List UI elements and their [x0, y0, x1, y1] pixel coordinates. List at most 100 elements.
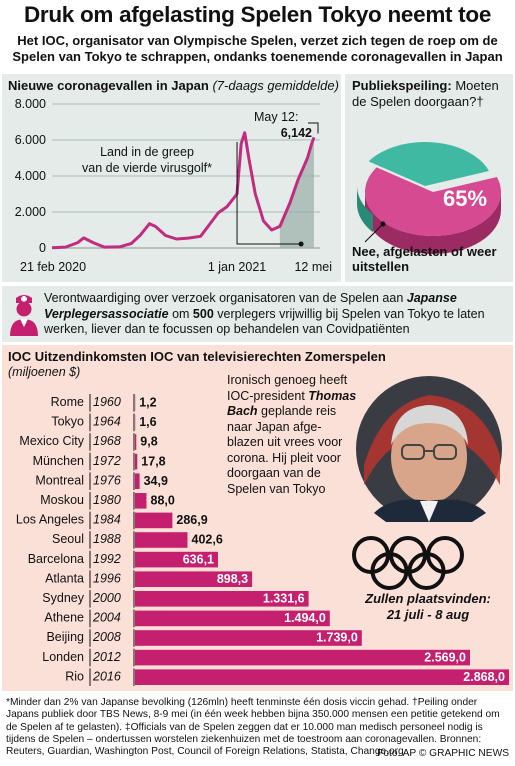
ioc-city-label: München: [33, 454, 84, 468]
photo-caption: Ironisch genoeg heeft IOC-president Thom…: [227, 373, 357, 497]
nurse-text-a: Verontwaardiging over verzoek organisato…: [44, 291, 407, 305]
ioc-year-label: 1980: [93, 493, 121, 507]
ioc-chart-unit: (miljoenen $): [8, 365, 81, 379]
covid-peak-date: May 12:: [254, 110, 298, 124]
ioc-bar: [135, 512, 173, 529]
ioc-city-label: Beijing: [46, 630, 84, 644]
ioc-year-label: 1976: [93, 473, 121, 487]
poll-percent-label: 65%: [443, 186, 487, 211]
poll-leader-dot: [380, 221, 386, 227]
ioc-bar-value-label: 1.739,0: [316, 631, 358, 645]
ioc-row: Beijing 2008 1.739,0: [46, 629, 362, 647]
ioc-bar-value-label: 2.569,0: [424, 650, 466, 664]
photo-caption-a: Ironisch genoeg heeft IOC-president: [227, 373, 348, 403]
credit: Foto: AP © GRAPHIC NEWS: [377, 748, 509, 759]
ioc-bar: [135, 669, 509, 685]
poll-question: Moeten de Spelen doorgaan?†: [352, 78, 499, 109]
ioc-row: Londen 2012 2.569,0: [42, 648, 470, 667]
covid-x-label-start: 21 feb 2020: [20, 260, 86, 274]
footnote: *Minder dan 2% van Japanse bevolking (12…: [6, 697, 500, 758]
ioc-bar-value-label: 402,6: [192, 533, 223, 547]
page-title: Druk om afgelasting Spelen Tokyo neemt t…: [23, 2, 492, 27]
covid-y-tick-label: 2.000: [15, 205, 46, 219]
covid-peak-leader: [308, 122, 319, 134]
ioc-row: Atlanta 1996 898,3: [45, 570, 253, 588]
covid-wave-dot: [298, 241, 304, 247]
ioc-city-label: Londen: [42, 650, 84, 664]
ioc-bar: [135, 630, 362, 646]
ioc-year-label: 1996: [93, 571, 121, 585]
covid-y-ticks: 8.000 6.000 4.000 2.000 0: [15, 97, 46, 255]
poll-answer-label: Nee, afgelasten of weer uitstellen: [352, 244, 497, 274]
ioc-city-label: Moskou: [40, 493, 84, 507]
ioc-year-label: 1988: [93, 532, 121, 546]
ioc-row: Los Angeles 1984 286,9: [16, 511, 208, 530]
ioc-year-label: 2008: [92, 630, 121, 644]
ioc-bar-value-label: 34,9: [144, 474, 168, 488]
covid-wave-bracket: [236, 142, 302, 245]
poll-pie-chart: 65%: [357, 142, 501, 254]
ioc-year-label: 1992: [93, 552, 121, 566]
ioc-year-label: 2012: [92, 650, 121, 664]
ioc-bar-value-label: 1,2: [139, 396, 156, 410]
ioc-city-label: Barcelona: [28, 552, 84, 566]
ioc-city-label: Rio: [65, 669, 84, 683]
olympic-rings-icon: [352, 536, 464, 590]
nurse-association: Japanse Verplegersassociatie: [44, 291, 457, 321]
ioc-bar: [135, 453, 138, 470]
ioc-row: Barcelona 1992 636,1: [28, 550, 218, 569]
poll-leader-line: [364, 223, 384, 243]
ioc-row: Athene 2004 1.494,0: [44, 609, 330, 628]
ioc-city-label: Rome: [51, 395, 84, 409]
ioc-city-label: Mexico City: [19, 434, 84, 448]
covid-panel: Nieuwe coronagevallen in Japan (7-daags …: [2, 74, 341, 282]
ioc-bar-value-label: 2.868,0: [463, 670, 505, 684]
ioc-bar-value-label: 9,8: [140, 435, 157, 449]
venue-label: Zullen plaatsvinden:: [365, 591, 491, 606]
ioc-bar-rows: Rome 1960 1,2 Tokyo 1964 1,6 Mexico City 1968 9,…: [16, 394, 509, 686]
ioc-bar: [135, 434, 137, 450]
covid-wave-label-line2: van de vierde virusgolf*: [82, 161, 212, 175]
ioc-year-label: 1984: [93, 513, 121, 527]
covid-chart-title: Nieuwe coronagevallen in Japan (7-daags …: [8, 78, 339, 93]
covid-y-tick-label: 0: [39, 241, 46, 255]
venue-dates-value: 21 juli - 8 aug: [386, 607, 470, 622]
covid-annotations: May 12: 6,142 Land in de greep van de vierd…: [82, 110, 319, 247]
poll-title-label: Publiekspeiling:: [352, 78, 452, 93]
poll-pie-side-teal: [357, 186, 373, 233]
ioc-year-label: 1960: [93, 395, 121, 409]
nurse-text-c: om: [168, 306, 193, 321]
poll-pie-slice-yes: [368, 142, 489, 186]
ioc-bar: [135, 571, 253, 587]
nurse-icon: [10, 295, 38, 336]
photo-caption-name: Thomas Bach: [227, 388, 357, 419]
covid-grid: [52, 103, 320, 249]
ioc-chart-title: IOC Uitzendinkomsten IOC van televisiere…: [8, 349, 386, 364]
ioc-year-label: 2000: [92, 591, 121, 605]
poll-pie-side-pink: [365, 192, 501, 254]
ioc-city-label: Atlanta: [45, 571, 84, 585]
ioc-bar: [135, 473, 140, 489]
ioc-row: Tokyo 1964 1,6: [51, 413, 157, 432]
covid-y-tick-label: 6.000: [15, 133, 46, 147]
poll-pie-slice-no: [365, 167, 501, 236]
ioc-city-label: Sydney: [42, 591, 84, 605]
ioc-city-label: Montreal: [35, 473, 84, 487]
ioc-row: Seoul 1988 402,6: [52, 531, 223, 549]
ioc-panel: IOC Uitzendinkomsten IOC van televisiere…: [2, 345, 513, 691]
covid-x-labels: 21 feb 2020 1 jan 2021 12 mei: [20, 260, 332, 274]
covid-x-label-end: 12 mei: [294, 260, 332, 274]
covid-wave-label-line1: Land in de greep: [100, 145, 194, 159]
photo-caption-b: geplande reis naar Japan afge-blazen uit…: [227, 404, 343, 496]
ioc-bar: [135, 649, 470, 666]
ioc-city-label: Tokyo: [51, 415, 84, 429]
ioc-year-label: 1968: [93, 434, 121, 448]
ioc-year-label: 1964: [93, 415, 121, 429]
ioc-year-label: 2016: [92, 669, 121, 683]
ioc-bar-value-label: 1,6: [139, 415, 156, 429]
covid-x-label-mid: 1 jan 2021: [208, 260, 266, 274]
nurse-panel: Verontwaardiging over verzoek organisato…: [2, 286, 513, 342]
ioc-bar-value-label: 636,1: [183, 552, 214, 566]
ioc-bar: [135, 610, 330, 627]
ioc-row: Montreal 1976 34,9: [35, 472, 168, 490]
